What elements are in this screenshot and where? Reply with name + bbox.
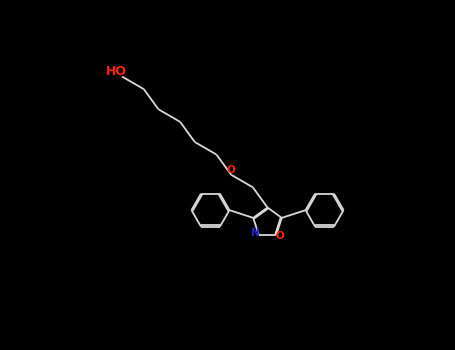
Text: O: O [227, 165, 236, 175]
Text: O: O [275, 231, 284, 241]
Text: HO: HO [106, 65, 126, 78]
Text: N: N [251, 228, 260, 238]
